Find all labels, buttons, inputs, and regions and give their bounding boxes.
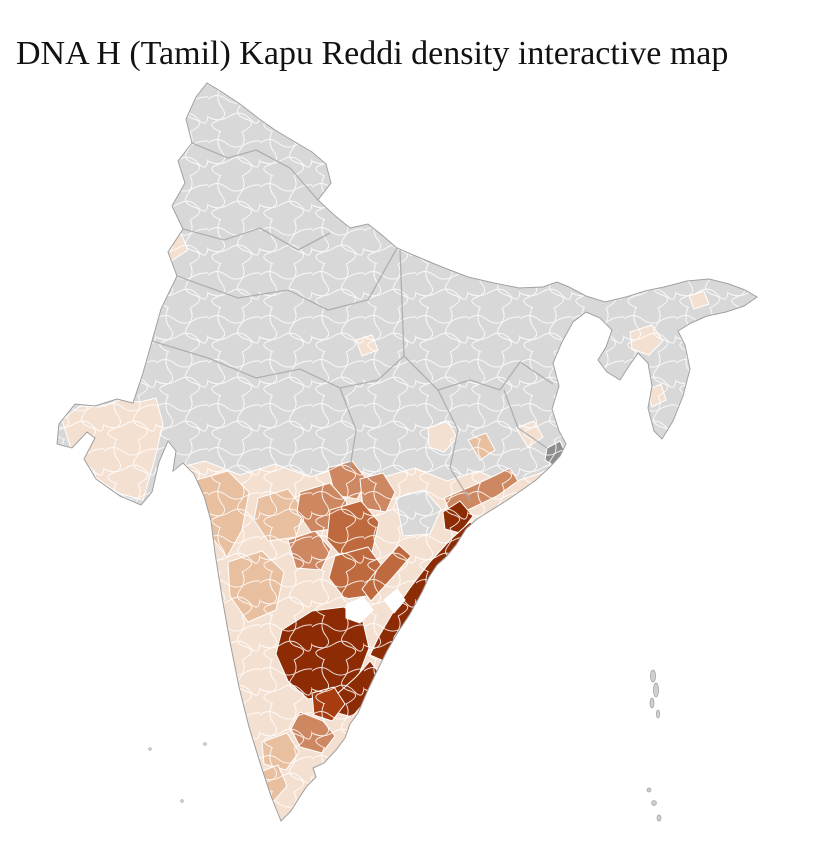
- state-border-line: [176, 247, 398, 311]
- state-border-line: [182, 227, 331, 251]
- island[interactable]: [653, 682, 659, 698]
- state-border-line: [403, 355, 554, 391]
- state-border-line: [151, 249, 405, 389]
- state-borders: [151, 142, 554, 501]
- page-title: DNA H (Tamil) Kapu Reddi density interac…: [16, 34, 729, 72]
- state-border-line: [503, 389, 548, 449]
- lakshadweep-islands[interactable]: [148, 742, 207, 803]
- state-border-line: [339, 387, 357, 469]
- andaman-nicobar-islands[interactable]: [646, 669, 662, 822]
- district-boundaries-overlay: [57, 83, 757, 821]
- island[interactable]: [656, 814, 662, 822]
- density-regions: [57, 83, 757, 821]
- island[interactable]: [651, 800, 657, 806]
- island[interactable]: [203, 742, 207, 746]
- island[interactable]: [180, 799, 184, 803]
- island[interactable]: [646, 787, 652, 793]
- state-border-line: [191, 142, 319, 201]
- island[interactable]: [649, 697, 655, 709]
- state-border-line: [437, 389, 471, 501]
- island[interactable]: [650, 669, 656, 683]
- india-outline: [56, 82, 758, 822]
- island[interactable]: [656, 709, 660, 719]
- island[interactable]: [148, 747, 152, 751]
